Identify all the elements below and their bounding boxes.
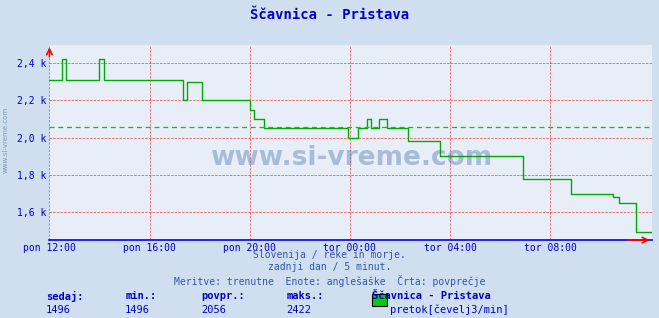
- Text: www.si-vreme.com: www.si-vreme.com: [210, 145, 492, 171]
- Text: Meritve: trenutne  Enote: anglešaške  Črta: povprečje: Meritve: trenutne Enote: anglešaške Črta…: [174, 275, 485, 287]
- Text: povpr.:: povpr.:: [201, 291, 244, 301]
- Text: Ščavnica - Pristava: Ščavnica - Pristava: [250, 8, 409, 22]
- Text: 2056: 2056: [201, 305, 226, 315]
- Text: sedaj:: sedaj:: [46, 291, 84, 302]
- Text: pretok[čevelj3/min]: pretok[čevelj3/min]: [390, 305, 509, 315]
- Text: 1496: 1496: [46, 305, 71, 315]
- Text: zadnji dan / 5 minut.: zadnji dan / 5 minut.: [268, 262, 391, 272]
- Text: Slovenija / reke in morje.: Slovenija / reke in morje.: [253, 250, 406, 259]
- Text: Ščavnica - Pristava: Ščavnica - Pristava: [372, 291, 491, 301]
- Text: 1496: 1496: [125, 305, 150, 315]
- Text: maks.:: maks.:: [287, 291, 324, 301]
- Text: www.si-vreme.com: www.si-vreme.com: [2, 107, 9, 173]
- Text: 2422: 2422: [287, 305, 312, 315]
- Text: min.:: min.:: [125, 291, 156, 301]
